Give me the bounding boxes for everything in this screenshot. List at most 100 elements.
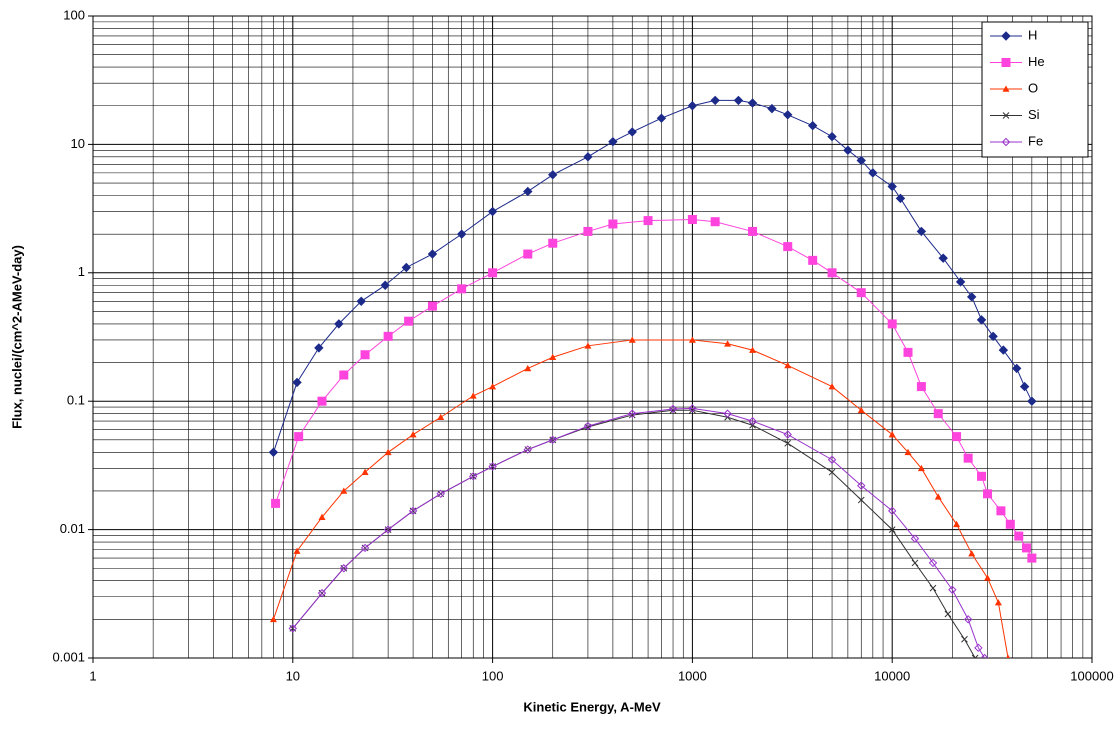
marker bbox=[1027, 396, 1037, 406]
marker bbox=[1014, 531, 1024, 541]
marker bbox=[318, 513, 326, 520]
x-tick-label: 1 bbox=[89, 668, 96, 683]
series-line bbox=[292, 407, 986, 658]
marker bbox=[361, 468, 369, 475]
marker bbox=[437, 413, 445, 421]
marker bbox=[1001, 58, 1011, 67]
marker bbox=[784, 361, 792, 369]
marker bbox=[669, 406, 677, 414]
marker bbox=[1019, 381, 1030, 392]
marker bbox=[868, 168, 878, 178]
x-tick-label: 10000 bbox=[874, 668, 910, 683]
marker bbox=[427, 301, 437, 311]
marker bbox=[360, 350, 370, 360]
marker bbox=[523, 249, 533, 259]
marker bbox=[688, 404, 697, 413]
marker bbox=[628, 409, 637, 418]
marker bbox=[827, 131, 837, 142]
marker bbox=[827, 455, 837, 464]
y-tick-label: 1 bbox=[78, 264, 85, 279]
y-tick-label: 10 bbox=[71, 136, 85, 151]
marker bbox=[857, 496, 865, 504]
marker bbox=[608, 219, 618, 229]
marker bbox=[608, 136, 618, 147]
marker bbox=[808, 255, 818, 265]
marker bbox=[903, 347, 913, 357]
marker bbox=[340, 487, 348, 494]
marker bbox=[408, 506, 418, 516]
marker bbox=[998, 345, 1009, 355]
marker bbox=[856, 155, 866, 166]
marker bbox=[383, 525, 393, 534]
marker bbox=[767, 103, 777, 114]
marker bbox=[583, 152, 593, 162]
marker bbox=[548, 170, 558, 180]
marker bbox=[710, 95, 720, 106]
marker bbox=[911, 559, 919, 567]
marker bbox=[627, 127, 637, 137]
y-tick-label: 0.01 bbox=[60, 521, 85, 536]
marker bbox=[723, 409, 732, 418]
marker bbox=[383, 331, 393, 341]
marker bbox=[360, 543, 370, 553]
marker bbox=[334, 319, 344, 329]
x-tick-label: 100 bbox=[482, 668, 504, 683]
marker bbox=[1021, 543, 1031, 553]
marker bbox=[963, 453, 973, 463]
marker bbox=[583, 421, 593, 431]
marker bbox=[339, 564, 349, 573]
marker bbox=[523, 186, 533, 197]
marker bbox=[271, 498, 281, 508]
marker bbox=[783, 110, 793, 120]
marker bbox=[952, 432, 962, 442]
marker bbox=[916, 382, 926, 392]
legend-label: Si bbox=[1028, 107, 1040, 122]
x-axis-label: Kinetic Energy, A-MeV bbox=[523, 699, 661, 714]
marker bbox=[656, 113, 667, 123]
marker bbox=[457, 284, 467, 294]
marker bbox=[967, 292, 977, 302]
y-tick-label: 0.001 bbox=[52, 649, 85, 664]
marker bbox=[288, 624, 298, 633]
marker bbox=[843, 145, 853, 155]
marker bbox=[828, 468, 836, 476]
x-tick-label: 100000 bbox=[1070, 668, 1113, 683]
marker bbox=[974, 643, 983, 653]
marker bbox=[994, 599, 1002, 606]
marker bbox=[356, 296, 366, 306]
marker bbox=[828, 383, 836, 390]
plot-area bbox=[92, 15, 1093, 659]
marker bbox=[1002, 85, 1010, 92]
marker bbox=[643, 216, 653, 226]
marker bbox=[687, 215, 697, 225]
marker bbox=[688, 336, 696, 343]
series bbox=[268, 95, 1037, 458]
marker bbox=[938, 253, 948, 263]
marker bbox=[910, 534, 920, 543]
marker bbox=[934, 493, 942, 500]
marker bbox=[783, 242, 793, 252]
series bbox=[269, 336, 1010, 658]
marker bbox=[1002, 112, 1010, 119]
marker bbox=[988, 331, 998, 342]
series bbox=[288, 404, 989, 658]
marker bbox=[749, 346, 757, 353]
marker bbox=[549, 353, 557, 361]
marker bbox=[317, 588, 327, 598]
marker bbox=[944, 610, 952, 618]
marker bbox=[917, 464, 925, 472]
marker bbox=[268, 447, 279, 458]
marker bbox=[269, 615, 277, 623]
marker bbox=[747, 98, 758, 108]
marker bbox=[888, 431, 896, 438]
marker bbox=[1001, 137, 1011, 147]
marker bbox=[487, 206, 498, 217]
marker bbox=[807, 120, 818, 131]
marker bbox=[887, 319, 897, 329]
marker bbox=[488, 462, 497, 471]
marker bbox=[293, 547, 301, 554]
marker bbox=[469, 392, 477, 399]
marker bbox=[916, 226, 927, 237]
marker bbox=[953, 520, 961, 528]
marker bbox=[710, 217, 720, 227]
